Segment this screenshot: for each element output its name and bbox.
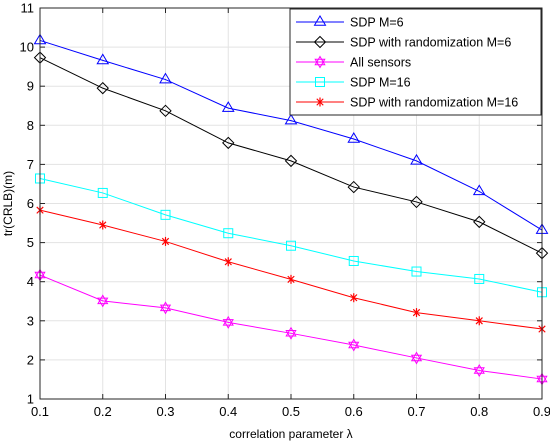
legend-item: SDP M=6 (296, 15, 404, 30)
diamond-marker (222, 136, 235, 150)
x-tick-label: 0.7 (407, 404, 425, 419)
y-tick-label: 9 (27, 79, 34, 94)
triangle-marker (221, 101, 235, 112)
triangle-marker (410, 153, 423, 165)
square-marker (315, 77, 325, 87)
y-tick-label: 1 (27, 392, 34, 407)
diamond-marker (347, 180, 360, 194)
asterisk-marker (350, 293, 358, 303)
asterisk-marker (316, 97, 324, 107)
legend-item: SDP with randomization M=6 (296, 36, 511, 50)
x-tick-label: 0.8 (470, 404, 488, 419)
asterisk-marker (412, 308, 421, 318)
square-marker (474, 273, 485, 284)
hexagram-marker (222, 315, 234, 329)
triangle-marker (472, 184, 486, 196)
hexagram-marker (473, 363, 485, 377)
asterisk-marker (475, 316, 483, 326)
asterisk-marker (224, 257, 232, 267)
y-tick-label: 3 (27, 313, 34, 328)
x-tick-label: 0.2 (94, 404, 112, 419)
hexagram-marker (97, 294, 109, 308)
series-line (39, 274, 543, 380)
legend-label: SDP M=6 (350, 16, 404, 30)
y-tick-label: 6 (27, 196, 34, 211)
y-tick-label: 10 (20, 40, 34, 55)
triangle-marker (96, 53, 110, 65)
diamond-marker (410, 195, 423, 209)
asterisk-marker (99, 220, 107, 230)
diamond-marker (159, 104, 172, 118)
triangle-marker (347, 132, 361, 143)
x-tick-label: 0.1 (31, 404, 49, 419)
legend-label: SDP with randomization M=6 (350, 36, 511, 50)
diamond-marker (313, 35, 327, 49)
y-tick-label: 7 (27, 157, 34, 172)
square-marker (160, 209, 171, 220)
y-tick-label: 2 (27, 352, 34, 367)
series-line (39, 39, 543, 231)
diamond-marker (96, 81, 109, 95)
asterisk-marker (161, 236, 170, 246)
x-tick-label: 0.6 (345, 404, 363, 419)
y-tick-label: 8 (27, 118, 34, 133)
y-tick-label: 4 (27, 274, 34, 289)
asterisk-marker (287, 274, 295, 284)
x-tick-label: 0.3 (156, 404, 174, 419)
legend-item: SDP with randomization M=16 (296, 96, 518, 110)
legend-item: All sensors (296, 56, 411, 70)
hexagram-marker (285, 326, 297, 340)
triangle-marker (159, 72, 172, 84)
legend-item: SDP M=16 (296, 76, 411, 90)
x-tick-label: 0.4 (219, 404, 237, 419)
series-line (39, 177, 543, 293)
square-marker (286, 240, 296, 251)
hexagram-marker (159, 301, 172, 315)
square-marker (411, 266, 422, 277)
legend-box (289, 8, 542, 116)
series-3 (34, 268, 548, 386)
diamond-marker (473, 215, 486, 229)
triangle-marker (284, 113, 298, 125)
legend-label: SDP M=16 (350, 76, 411, 90)
legend-label: All sensors (350, 56, 411, 70)
x-axis-label: correlation parameter λ (229, 427, 352, 441)
legend: SDP M=6 SDP with randomization M=6 All sen… (289, 8, 542, 116)
diamond-marker (284, 154, 298, 168)
x-tick-label: 0.5 (282, 404, 300, 419)
square-marker (97, 187, 108, 198)
y-axis-label: tr(CRLB)(m) (1, 171, 15, 236)
x-tick-label: 0.9 (533, 404, 550, 419)
square-marker (348, 255, 359, 266)
series-line (39, 57, 543, 254)
square-marker (223, 228, 234, 239)
y-tick-label: 5 (27, 235, 34, 250)
hexagram-marker (314, 55, 326, 69)
hexagram-marker (410, 351, 423, 365)
y-tick-label: 11 (21, 1, 35, 16)
legend-label: SDP with randomization M=16 (350, 96, 518, 110)
triangle-marker (313, 15, 327, 26)
hexagram-marker (348, 338, 360, 352)
axis-ticks: 0.1 0.2 0.3 0.4 0.5 0.6 0.7 0.8 0.9 1 2 3 4 5 6 7 8 9 10 11 (20, 1, 550, 420)
series-2 (33, 51, 549, 260)
